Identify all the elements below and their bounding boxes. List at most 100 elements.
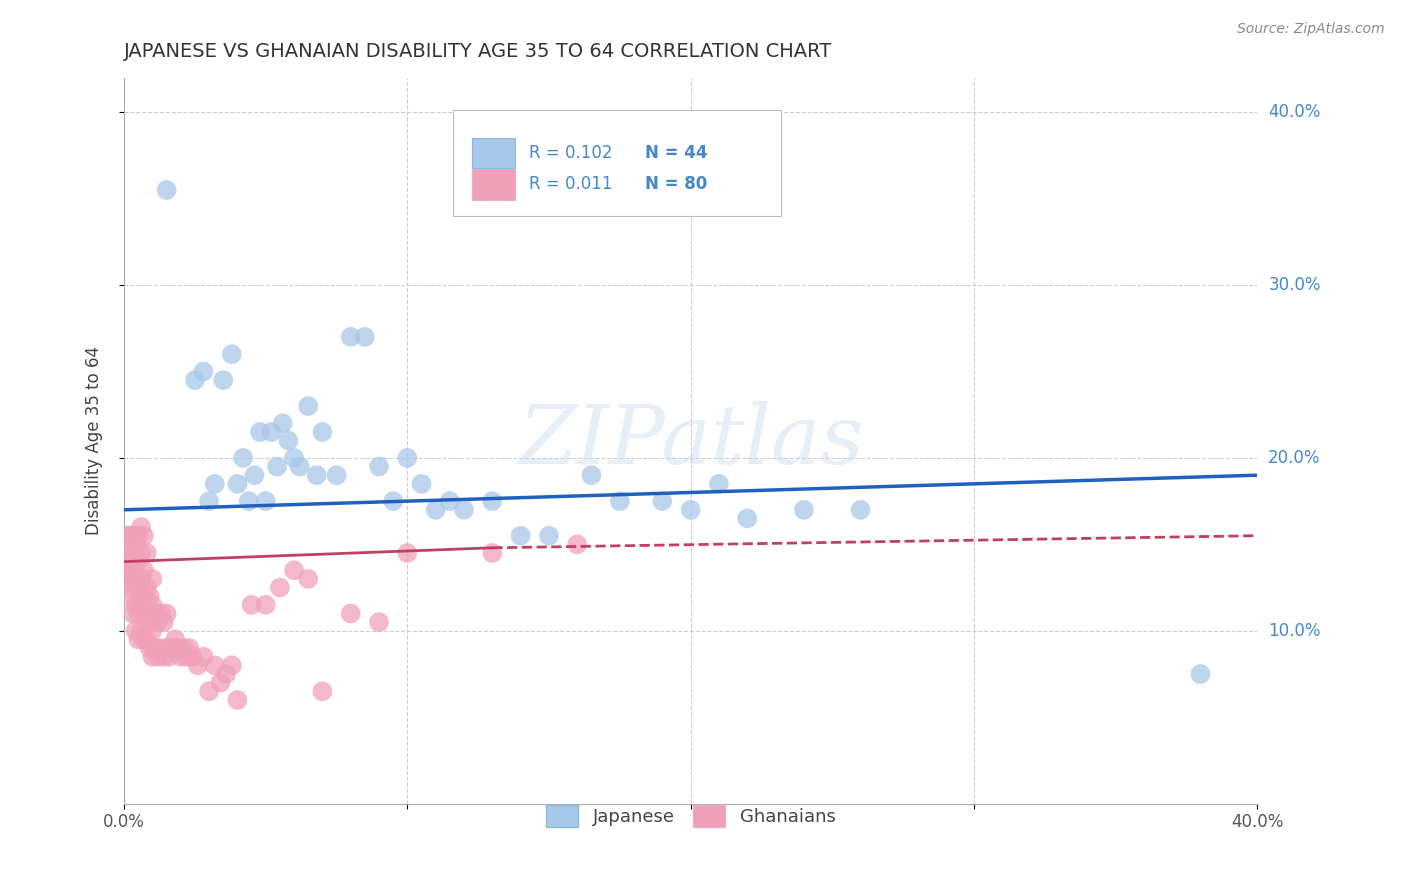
Point (368, 615, 391, 629)
Point (266, 459, 288, 474)
Point (193, 364, 215, 378)
Point (124, 537, 146, 551)
Point (396, 450, 419, 465)
FancyBboxPatch shape (453, 111, 782, 216)
Point (124, 598, 146, 612)
Point (121, 546, 143, 560)
Point (238, 494, 260, 508)
Point (481, 546, 503, 560)
Point (707, 476, 730, 491)
Point (149, 607, 172, 621)
Point (135, 632, 157, 647)
Text: JAPANESE VS GHANAIAN DISABILITY AGE 35 TO 64 CORRELATION CHART: JAPANESE VS GHANAIAN DISABILITY AGE 35 T… (124, 42, 832, 61)
Text: 30.0%: 30.0% (1268, 276, 1320, 294)
Point (179, 641, 201, 656)
Point (254, 494, 277, 508)
Text: N = 80: N = 80 (645, 176, 707, 194)
Point (118, 589, 141, 603)
Text: R = 0.011: R = 0.011 (529, 176, 612, 194)
Point (129, 598, 152, 612)
Point (1189, 667, 1212, 681)
Point (396, 546, 419, 560)
Point (297, 399, 319, 413)
Point (184, 373, 207, 387)
Point (162, 641, 184, 656)
Point (129, 546, 152, 560)
Text: 40.0%: 40.0% (1268, 103, 1320, 121)
Point (793, 502, 815, 516)
Point (453, 502, 475, 516)
Point (141, 624, 163, 638)
Text: 10.0%: 10.0% (1268, 622, 1320, 640)
Point (129, 520, 152, 534)
Point (240, 598, 263, 612)
Point (127, 529, 149, 543)
Point (581, 468, 603, 483)
Point (156, 183, 179, 197)
Point (537, 529, 560, 543)
Point (181, 649, 204, 664)
Point (129, 624, 152, 638)
Point (143, 641, 166, 656)
Point (135, 607, 157, 621)
Point (127, 632, 149, 647)
Point (176, 649, 198, 664)
Point (212, 373, 235, 387)
Point (209, 675, 232, 690)
Text: Source: ZipAtlas.com: Source: ZipAtlas.com (1237, 22, 1385, 37)
Point (679, 502, 702, 516)
Point (339, 330, 361, 344)
Point (152, 649, 174, 664)
Point (127, 581, 149, 595)
Point (129, 572, 152, 586)
Point (311, 684, 333, 698)
Point (849, 502, 872, 516)
Point (127, 555, 149, 569)
Point (567, 537, 589, 551)
Point (156, 607, 179, 621)
Point (121, 581, 143, 595)
Point (156, 641, 179, 656)
Point (509, 529, 531, 543)
Point (132, 563, 155, 577)
Point (481, 494, 503, 508)
Point (269, 581, 291, 595)
Point (132, 607, 155, 621)
Point (141, 598, 163, 612)
Point (135, 581, 157, 595)
Point (165, 632, 187, 647)
Point (288, 459, 311, 474)
Point (651, 494, 673, 508)
Point (439, 494, 461, 508)
Point (132, 589, 155, 603)
Point (243, 468, 266, 483)
Point (249, 425, 271, 439)
Point (132, 529, 155, 543)
Point (411, 476, 433, 491)
Point (283, 450, 305, 465)
Point (226, 693, 249, 707)
Point (311, 425, 333, 439)
Point (339, 607, 361, 621)
Point (170, 649, 193, 664)
Text: ZIPatlas: ZIPatlas (517, 401, 863, 481)
Point (118, 529, 141, 543)
Point (135, 546, 157, 560)
Point (138, 641, 160, 656)
Point (226, 476, 249, 491)
Point (121, 563, 143, 577)
Text: R = 0.102: R = 0.102 (529, 145, 612, 162)
Point (354, 330, 377, 344)
Point (260, 425, 283, 439)
Point (735, 511, 758, 525)
Point (382, 494, 405, 508)
Point (146, 649, 169, 664)
Point (121, 529, 143, 543)
Point (115, 563, 138, 577)
Point (221, 347, 243, 361)
Point (173, 641, 195, 656)
FancyBboxPatch shape (472, 169, 515, 200)
Point (121, 607, 143, 621)
Point (132, 632, 155, 647)
Point (159, 649, 181, 664)
